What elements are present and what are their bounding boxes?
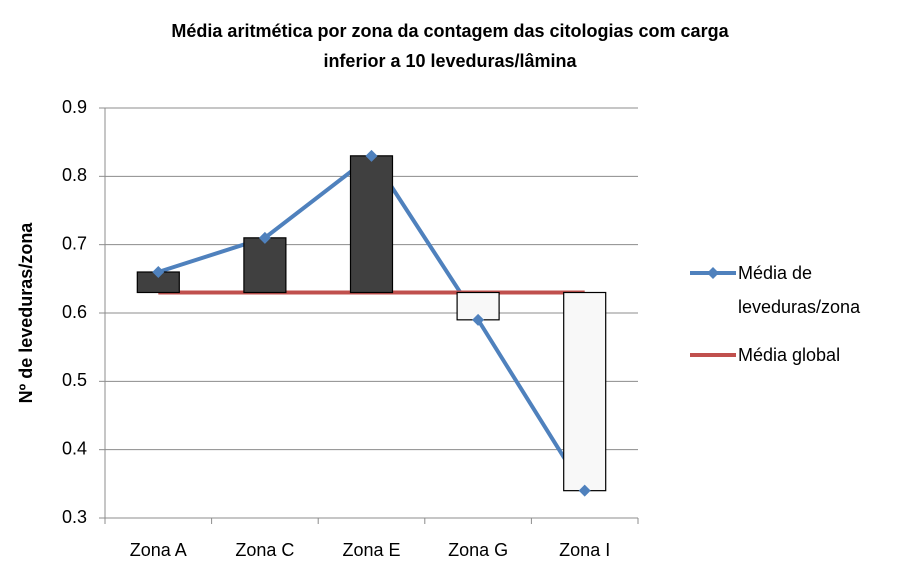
down-bar (563, 291, 607, 492)
up-bar (243, 237, 287, 294)
marker (152, 266, 165, 278)
marker (578, 484, 591, 497)
legend-label: Média global (738, 345, 841, 365)
y-tick-label: 0.3 (62, 507, 87, 527)
marker (365, 149, 378, 162)
x-tick-label: Zona A (130, 540, 187, 560)
x-tick-label: Zona I (559, 540, 610, 560)
y-tick-label: 0.7 (62, 233, 87, 253)
y-tick-label: 0.4 (62, 438, 87, 458)
legend-marker (707, 267, 719, 279)
y-tick-label: 0.6 (62, 302, 87, 322)
x-tick-label: Zona E (342, 540, 400, 560)
y-tick-label: 0.5 (62, 370, 87, 390)
up-bar (349, 155, 394, 294)
marker (472, 313, 485, 326)
y-tick-label: 0.8 (62, 165, 87, 185)
x-tick-label: Zona C (235, 540, 294, 560)
legend-label: Média de leveduras/zona (738, 263, 861, 317)
chart-title-line: Média aritmética por zona da contagem da… (171, 21, 729, 41)
marker (258, 231, 271, 244)
y-tick-label: 0.9 (62, 97, 87, 117)
y-axis-label: Nº de leveduras/zona (16, 222, 36, 404)
x-tick-label: Zona G (448, 540, 508, 560)
chart-title-line: inferior a 10 leveduras/lâmina (323, 51, 577, 71)
